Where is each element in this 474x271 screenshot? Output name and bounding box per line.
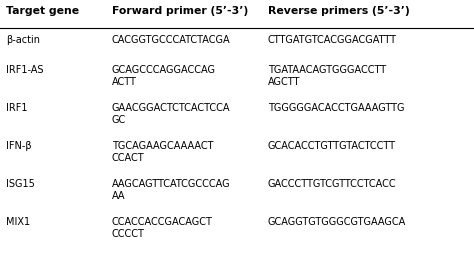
Text: CACGGTGCCCATCTACGA: CACGGTGCCCATCTACGA xyxy=(112,35,231,45)
Text: GCAGCCCAGGACCAG
ACTT: GCAGCCCAGGACCAG ACTT xyxy=(112,65,216,87)
Text: GAACGGACTCTCACTCCA
GC: GAACGGACTCTCACTCCA GC xyxy=(112,103,230,125)
Text: MIX1: MIX1 xyxy=(6,217,30,227)
Text: TGGGGGACACCTGAAAGTTG: TGGGGGACACCTGAAAGTTG xyxy=(268,103,404,113)
Text: TGATAACAGTGGGACCTT
AGCTT: TGATAACAGTGGGACCTT AGCTT xyxy=(268,65,386,87)
Text: IFN-β: IFN-β xyxy=(6,141,32,151)
Text: β-actin: β-actin xyxy=(6,35,40,45)
Text: CCACCACCGACAGCT
CCCCT: CCACCACCGACAGCT CCCCT xyxy=(112,217,213,239)
Text: CTTGATGTCACGGACGATTT: CTTGATGTCACGGACGATTT xyxy=(268,35,397,45)
Text: ISG15: ISG15 xyxy=(6,179,35,189)
Text: Forward primer (5’-3’): Forward primer (5’-3’) xyxy=(112,6,248,16)
Text: Reverse primers (5’-3’): Reverse primers (5’-3’) xyxy=(268,6,410,16)
Text: Target gene: Target gene xyxy=(6,6,79,16)
Text: GCAGGTGTGGGCGTGAAGCA: GCAGGTGTGGGCGTGAAGCA xyxy=(268,217,406,227)
Text: GACCCTTGTCGTTCCTCACC: GACCCTTGTCGTTCCTCACC xyxy=(268,179,397,189)
Text: TGCAGAAGCAAAACT
CCACT: TGCAGAAGCAAAACT CCACT xyxy=(112,141,213,163)
Text: GCACACCTGTTGTACTCCTT: GCACACCTGTTGTACTCCTT xyxy=(268,141,396,151)
Text: IRF1: IRF1 xyxy=(6,103,27,113)
Text: AAGCAGTTCATCGCCCAG
AA: AAGCAGTTCATCGCCCAG AA xyxy=(112,179,231,201)
Text: IRF1-AS: IRF1-AS xyxy=(6,65,44,75)
